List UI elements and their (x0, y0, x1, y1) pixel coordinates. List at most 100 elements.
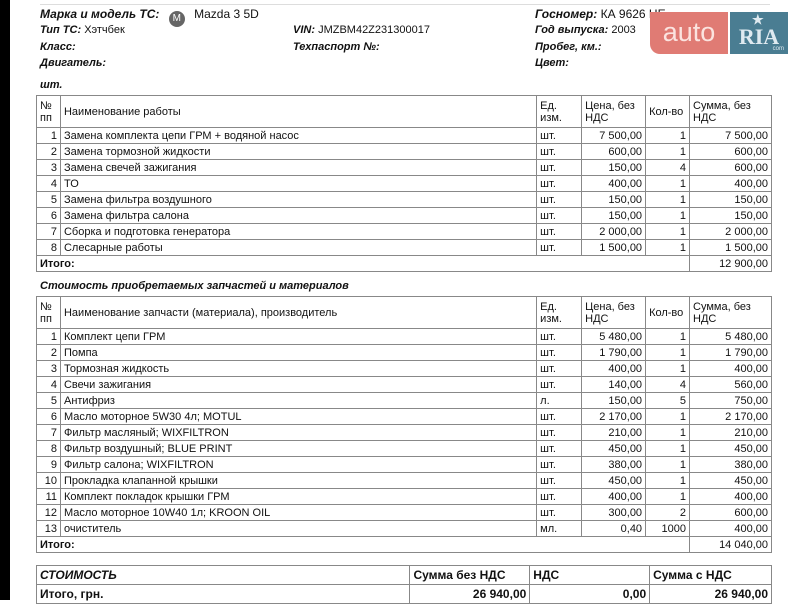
summary-table: СТОИМОСТЬ Сумма без НДС НДС Сумма с НДС … (35, 565, 772, 604)
row-qty: 5 (645, 392, 691, 409)
engine-label: Двигатель: (40, 57, 107, 69)
row-name: Прокладка клапанной крышки (59, 472, 538, 489)
row-qty: 1 (645, 360, 691, 377)
row-sum: 600,00 (689, 143, 772, 160)
mazda-logo-icon: M (168, 11, 185, 27)
year-value: 2003 (611, 24, 636, 36)
row-unit: мл. (536, 520, 583, 537)
year-field: Год выпуска: 2003 (535, 24, 636, 36)
works-total-label: Итого: (35, 255, 691, 272)
row-qty: 1 (645, 191, 691, 208)
com-text: com (772, 46, 784, 52)
mileage-label: Пробег, км.: (535, 41, 602, 53)
summary-row-label: Итого, грн. (35, 584, 411, 604)
row-num: 11 (36, 488, 61, 505)
row-sum: 400,00 (689, 175, 772, 192)
row-num: 12 (36, 504, 61, 521)
row-qty: 1 (645, 143, 691, 160)
row-num: 7 (36, 424, 61, 441)
row-qty: 1 (645, 488, 691, 505)
row-unit: шт. (536, 376, 583, 393)
vin-field: VIN: JMZBM42Z231300017 (293, 24, 430, 36)
col-price: Цена, без НДС (581, 296, 647, 329)
row-qty: 4 (645, 159, 691, 176)
works-section-title: шт. (40, 79, 63, 91)
row-unit: шт. (536, 408, 583, 425)
row-price: 1 500,00 (581, 239, 647, 256)
screen-edge (0, 0, 10, 600)
row-unit: шт. (536, 424, 583, 441)
summary-net: 26 940,00 (409, 584, 531, 604)
parts-total-value: 14 040,00 (689, 536, 772, 553)
row-sum: 400,00 (689, 488, 772, 505)
summary-col-vat: НДС (529, 565, 651, 585)
row-price: 0,40 (581, 520, 647, 537)
table-row: 6 Масло моторное 5W30 4л; MOTUL шт. 2 170,0… (36, 408, 772, 425)
row-num: 6 (36, 408, 61, 425)
col-num: № пп (36, 296, 61, 329)
row-sum: 2 170,00 (689, 408, 772, 425)
type-label: Тип ТС: (40, 24, 82, 36)
row-qty: 1 (645, 344, 691, 361)
row-price: 7 500,00 (581, 127, 647, 144)
table-row: 10 Прокладка клапанной крышки шт. 450,00 1 45… (36, 472, 772, 489)
row-name: Слесарные работы (59, 239, 538, 256)
row-unit: шт. (536, 472, 583, 489)
row-price: 5 480,00 (581, 328, 647, 345)
works-total-row: Итого: 12 900,00 (35, 255, 772, 272)
row-unit: шт. (536, 175, 583, 192)
row-unit: шт. (536, 223, 583, 240)
col-unit: Ед. изм. (536, 296, 583, 329)
row-name: Масло моторное 5W30 4л; MOTUL (59, 408, 538, 425)
row-unit: шт. (536, 191, 583, 208)
parts-table: № пп Наименование запчасти (материала), … (35, 296, 772, 553)
parts-total-label: Итого: (35, 536, 691, 553)
row-qty: 1 (645, 408, 691, 425)
col-unit: Ед. изм. (536, 95, 583, 128)
table-row: 7 Сборка и подготовка генератора шт. 2 000,… (36, 223, 772, 240)
row-qty: 1 (645, 328, 691, 345)
col-name: Наименование работы (59, 95, 538, 128)
row-num: 3 (36, 159, 61, 176)
table-row: 1 Замена комплекта цепи ГРМ + водяной нас… (36, 127, 772, 144)
star-icon: ★ (752, 12, 764, 27)
row-qty: 1 (645, 127, 691, 144)
row-num: 13 (36, 520, 61, 537)
row-num: 5 (36, 392, 61, 409)
row-name: Помпа (59, 344, 538, 361)
row-qty: 1 (645, 424, 691, 441)
vin-label: VIN: (293, 24, 315, 36)
row-name: Сборка и подготовка генератора (59, 223, 538, 240)
table-row: 3 Тормозная жидкость шт. 400,00 1 400,00 (36, 360, 772, 377)
row-qty: 1 (645, 175, 691, 192)
row-price: 450,00 (581, 472, 647, 489)
summary-header-row: СТОИМОСТЬ Сумма без НДС НДС Сумма с НДС (35, 565, 772, 585)
row-price: 150,00 (581, 191, 647, 208)
row-num: 4 (36, 175, 61, 192)
row-name: Замена фильтра воздушного (59, 191, 538, 208)
col-num: № пп (36, 95, 61, 128)
make-field: Марка и модель ТС: M Mazda 3 5D (40, 7, 259, 27)
row-num: 1 (36, 127, 61, 144)
row-num: 5 (36, 191, 61, 208)
row-unit: шт. (536, 440, 583, 457)
row-sum: 450,00 (689, 440, 772, 457)
divider (40, 4, 770, 5)
col-sum: Сумма, без НДС (689, 95, 772, 128)
row-price: 210,00 (581, 424, 647, 441)
row-unit: шт. (536, 360, 583, 377)
row-price: 140,00 (581, 376, 647, 393)
row-qty: 1 (645, 223, 691, 240)
row-price: 380,00 (581, 456, 647, 473)
table-row: 8 Фильтр воздушный; BLUE PRINT шт. 450,00 1 4… (36, 440, 772, 457)
row-price: 150,00 (581, 159, 647, 176)
table-row: 2 Помпа шт. 1 790,00 1 1 790,00 (36, 344, 772, 361)
row-num: 7 (36, 223, 61, 240)
plate-value: КА 9626 НЕ (600, 7, 666, 21)
row-unit: шт. (536, 239, 583, 256)
row-price: 600,00 (581, 143, 647, 160)
col-name: Наименование запчасти (материала), произ… (59, 296, 538, 329)
row-unit: шт. (536, 143, 583, 160)
row-qty: 1000 (645, 520, 691, 537)
row-num: 9 (36, 456, 61, 473)
